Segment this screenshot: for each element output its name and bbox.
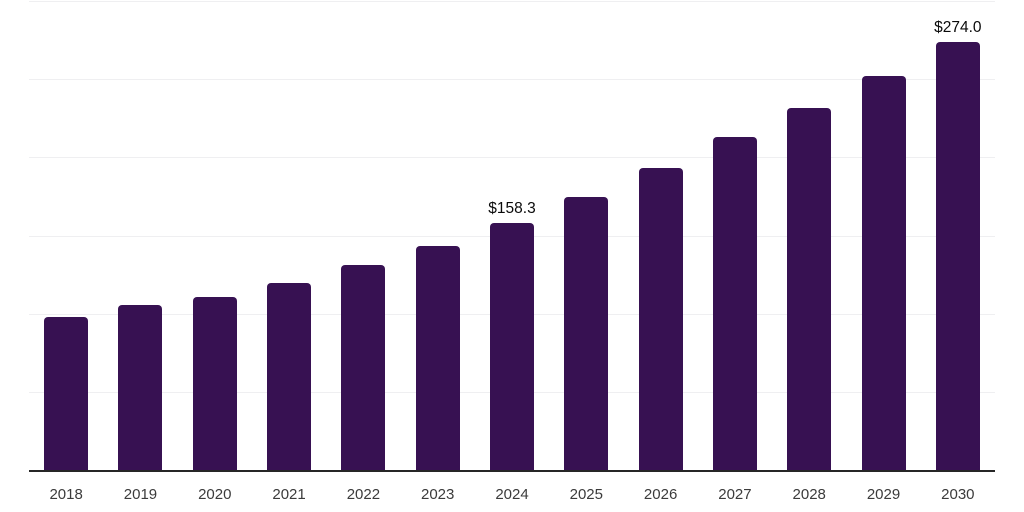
bar-2028 [787,107,832,470]
bar-2027 [712,136,757,470]
x-tick-label-2025: 2025 [569,486,603,503]
x-tick-label-2027: 2027 [718,486,752,503]
x-tick-label-2028: 2028 [792,486,826,503]
x-tick-label-2030: 2030 [941,486,975,503]
x-axis-line [29,470,995,472]
bar-2022 [341,264,386,470]
bar-2018 [44,316,89,470]
x-tick-label-2029: 2029 [866,486,901,503]
bar-2029 [861,75,906,470]
bar-2023 [415,245,460,470]
gridline-y250 [29,79,995,81]
bar-2030 [935,41,980,470]
x-tick-label-2019: 2019 [123,486,158,503]
x-tick-label-2024: 2024 [495,486,529,503]
x-tick-label-2023: 2023 [421,486,455,503]
bar-value-label-2024: $158.3 [488,199,536,217]
x-tick-label-2022: 2022 [346,486,381,503]
x-tick-label-2026: 2026 [643,486,678,503]
bar-2020 [192,296,237,470]
x-tick-label-2021: 2021 [272,486,306,503]
gridline-y300 [29,1,995,3]
x-tick-label-2020: 2020 [198,486,232,503]
bar-value-label-2030: $274.0 [934,18,982,36]
x-tick-label-2018: 2018 [49,486,83,503]
bar-2025 [564,197,609,470]
gridline-y200 [29,157,995,159]
bar-2021 [267,283,312,470]
bar-2024 [490,222,534,470]
bar-2026 [638,168,683,470]
bar-2019 [118,304,163,470]
